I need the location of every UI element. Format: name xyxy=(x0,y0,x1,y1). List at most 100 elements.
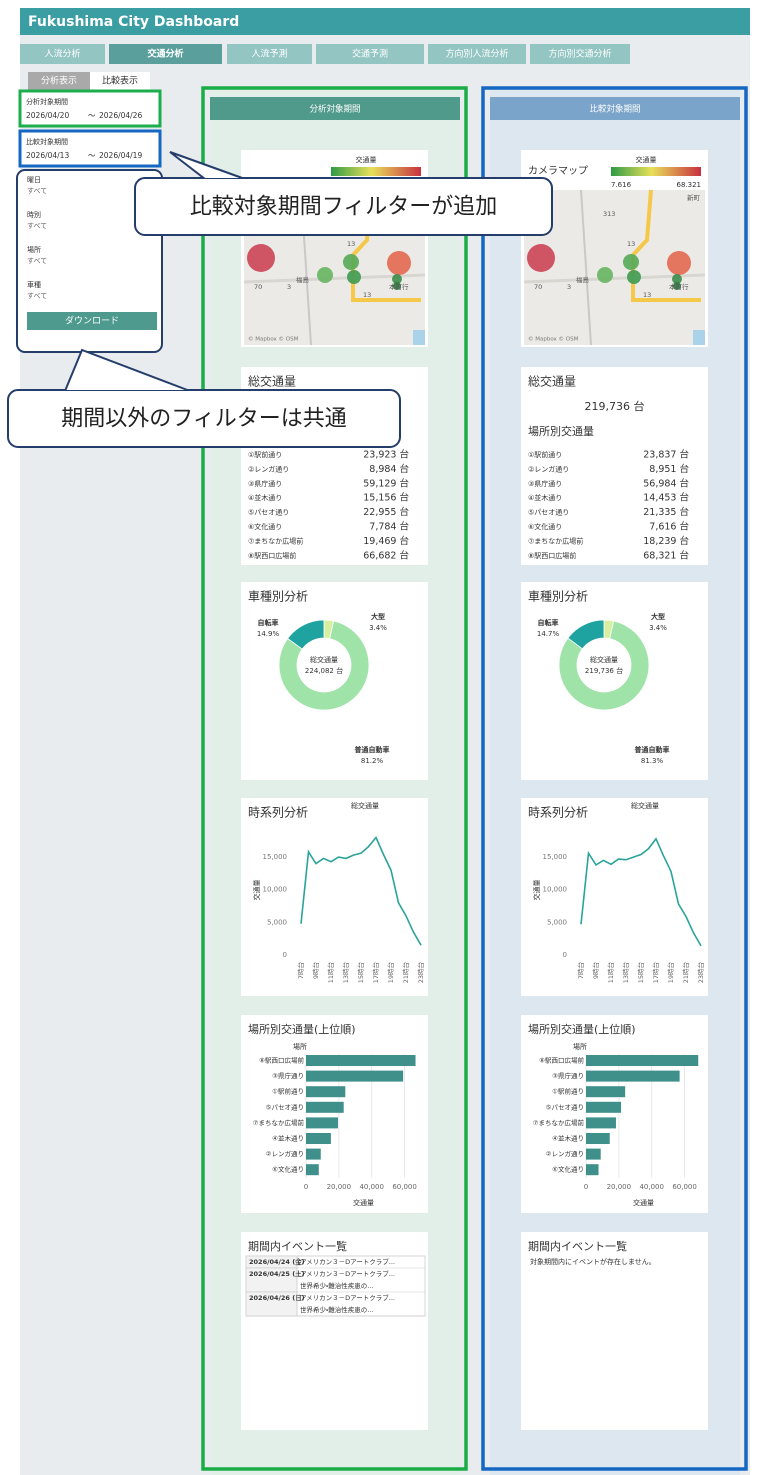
nav-tab[interactable] xyxy=(227,44,312,64)
nav-tab[interactable] xyxy=(428,44,526,64)
x-tick-label: 15時台 xyxy=(356,962,365,984)
map-legend-title: 交通量 xyxy=(356,155,377,164)
donut-center-value: 224,082 台 xyxy=(305,666,343,675)
nav-tab-label: 交通予測 xyxy=(352,48,388,60)
view-tab[interactable] xyxy=(28,72,90,90)
period-to: 2026/04/19 xyxy=(99,151,142,160)
map-label: 70 xyxy=(534,283,542,291)
nav-tab-label: 人流分析 xyxy=(44,48,80,60)
donut-slice xyxy=(567,619,605,650)
category-label: ③県庁通り xyxy=(272,1071,304,1080)
events-date: 2026/04/25 (土) xyxy=(249,1269,305,1278)
period-separator: ～ xyxy=(88,111,96,120)
donut-label: 自転車 xyxy=(258,618,279,627)
map-label: 本町行 xyxy=(389,282,409,291)
line-series xyxy=(580,837,702,947)
x-tick-label: 9時台 xyxy=(311,962,320,980)
events-item: 世界希少・難治性疾患の... xyxy=(300,1305,373,1314)
category-label: ⑦まちなか広場前 xyxy=(533,1118,585,1127)
map-water xyxy=(413,330,425,345)
bar xyxy=(306,1070,404,1082)
nav-tab[interactable] xyxy=(530,44,630,64)
donut-center-title: 総交通量 xyxy=(310,655,338,664)
bar xyxy=(586,1101,622,1113)
bar xyxy=(306,1164,319,1176)
map-legend-min: 7.616 xyxy=(611,181,632,189)
period-filter[interactable] xyxy=(18,89,162,128)
donut-value-label: 81.3% xyxy=(641,757,664,765)
x-tick-label: 23時台 xyxy=(696,962,705,984)
nav-tab-label: 人流予測 xyxy=(251,48,287,60)
download-button[interactable] xyxy=(27,312,157,330)
map-marker xyxy=(317,267,333,283)
period-from: 2026/04/13 xyxy=(26,151,69,160)
column-header-label: 分析対象期間 xyxy=(309,104,360,115)
column-frame xyxy=(201,86,468,1471)
x-tick-label: 13時台 xyxy=(621,962,630,984)
total-value: 219,736 台 xyxy=(585,399,645,413)
filter-value: すべて xyxy=(27,257,47,265)
map-legend-max: 68.321 xyxy=(677,181,702,189)
location-value: 23,837 台 xyxy=(643,449,689,461)
events-item: アメリカン３－Dアートクラブ... xyxy=(300,1293,395,1302)
events-item: アメリカン３－Dアートクラブ... xyxy=(300,1257,395,1266)
map-label: 3 xyxy=(287,283,291,291)
events-item: アメリカン３－Dアートクラブ... xyxy=(300,1269,395,1278)
location-value: 8,984 台 xyxy=(369,463,409,475)
ranking-card xyxy=(241,1015,428,1213)
bar xyxy=(306,1055,416,1066)
x-tick-label: 21時台 xyxy=(401,962,410,984)
location-name: ⑥文化通り xyxy=(248,522,282,531)
period-filter[interactable] xyxy=(18,129,162,168)
nav-tab[interactable] xyxy=(316,44,424,64)
y-tick-label: 10,000 xyxy=(263,886,288,894)
bar xyxy=(306,1148,321,1160)
map-marker xyxy=(387,251,411,275)
map-marker xyxy=(672,274,682,284)
filter-value: すべて xyxy=(27,292,47,300)
x-tick-label: 19時台 xyxy=(386,962,395,984)
x-tick-label: 40,000 xyxy=(359,1183,384,1191)
donut-center-value: 219,736 台 xyxy=(585,666,623,675)
download-label: ダウンロード xyxy=(65,315,119,327)
bar xyxy=(586,1117,616,1129)
location-name: ③県庁通り xyxy=(528,479,562,488)
map-marker xyxy=(347,270,361,284)
bar xyxy=(586,1055,699,1066)
callout-box xyxy=(134,177,553,236)
map-legend-scale xyxy=(611,167,701,176)
events-card xyxy=(521,1232,708,1430)
filter-label: 曜日 xyxy=(27,176,41,184)
location-value: 23,923 台 xyxy=(363,449,409,461)
category-label: ③県庁通り xyxy=(552,1071,584,1080)
map-marker xyxy=(673,282,681,290)
nav-tab[interactable] xyxy=(20,44,105,64)
filter-label: 時別 xyxy=(27,210,41,219)
x-tick-label: 15時台 xyxy=(636,962,645,984)
location-name: ④並木通り xyxy=(528,493,562,502)
x-tick-label: 60,000 xyxy=(392,1183,417,1191)
x-tick-label: 7時台 xyxy=(576,962,585,980)
bar xyxy=(306,1101,344,1113)
callout-text: 比較対象期間フィルターが追加 xyxy=(190,195,498,220)
map-rail xyxy=(580,189,592,346)
events-date-cell xyxy=(245,1291,298,1317)
map-marker xyxy=(597,267,613,283)
vehicle-card xyxy=(521,582,708,780)
nav-tab[interactable] xyxy=(109,44,222,64)
donut-slice xyxy=(287,619,325,650)
view-tab[interactable] xyxy=(90,72,150,90)
callout-tail-cover xyxy=(48,391,208,396)
period-filter-label: 比較対象期間 xyxy=(26,137,68,146)
location-name: ①駅前通り xyxy=(528,450,562,459)
location-value: 7,784 台 xyxy=(369,521,409,533)
x-tick-label: 17時台 xyxy=(371,962,380,984)
location-name: ②レンガ通り xyxy=(528,464,569,473)
category-label: ①駅前通り xyxy=(552,1087,584,1096)
category-label: ⑥文化通り xyxy=(552,1165,584,1174)
category-label: ④並木通り xyxy=(552,1134,584,1143)
location-name: ①駅前通り xyxy=(248,450,282,459)
donut-center-title: 総交通量 xyxy=(590,655,618,664)
map-label: 3 xyxy=(567,283,571,291)
